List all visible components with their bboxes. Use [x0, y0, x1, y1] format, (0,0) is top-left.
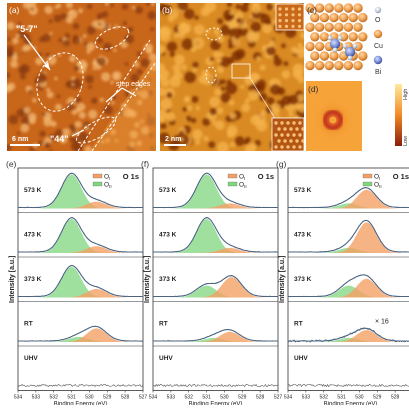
y-axis-label: Intensity [a.u.] — [9, 256, 16, 303]
row-label: 473 K — [24, 232, 42, 239]
legend-label-oi: OI — [374, 174, 380, 182]
x-tick-label: 530 — [85, 395, 94, 401]
row-label: UHV — [159, 355, 173, 362]
x-axis-label: Binding Energy (eV) — [189, 402, 243, 406]
x-tick-label: 528 — [256, 395, 265, 401]
legend-cu-atom — [374, 30, 382, 38]
x-axis-label: Binding Energy (eV) — [54, 402, 108, 406]
stm-image-b: (b) 2 nm — [155, 0, 308, 155]
panel-letter-d: (d) — [308, 84, 319, 94]
x-tick-label: 533 — [167, 395, 176, 401]
raw-spectrum — [153, 384, 278, 386]
atomic-model-c: (c) O Cu Bi — [305, 3, 383, 77]
raw-spectrum — [18, 384, 143, 386]
label-57: "5-7" — [16, 24, 38, 34]
x-tick-label: 529 — [238, 395, 247, 401]
x-axis-label: Binding Energy (eV) — [324, 402, 378, 406]
row-label: 373 K — [294, 276, 312, 283]
legend-label-oi: OI — [239, 174, 245, 182]
y-axis-label: Intensity [a.u.] — [144, 256, 151, 303]
xps-title: O 1s — [393, 172, 409, 181]
label-44: "44" — [50, 134, 69, 144]
row-label: 373 K — [159, 276, 177, 283]
xps-title: O 1s — [258, 172, 274, 181]
row-label: UHV — [24, 355, 38, 362]
scalebar-label-a: 6 nm — [12, 136, 28, 143]
x-tick-label: 533 — [302, 395, 311, 401]
legend-swatch-oii — [228, 182, 237, 186]
legend-swatch-oi — [93, 174, 102, 178]
colorbar — [395, 84, 402, 146]
legend-bi-atom — [374, 56, 382, 64]
legend-o-label: O — [375, 17, 381, 24]
x-tick-label: 528 — [391, 395, 400, 401]
xps-title: O 1s — [123, 172, 139, 181]
raw-spectrum — [288, 384, 409, 386]
legend-label-oii: OII — [374, 182, 382, 190]
legend-swatch-oii — [93, 182, 102, 186]
x-tick-label: 529 — [103, 395, 112, 401]
x-tick-label: 532 — [320, 395, 329, 401]
row-label: 573 K — [294, 187, 312, 194]
x-tick-label: 533 — [32, 395, 41, 401]
x-tick-label: 527 — [139, 395, 148, 401]
row-label: RT — [294, 321, 303, 328]
legend-swatch-oii — [363, 182, 372, 186]
x-tick-label: 534 — [284, 395, 293, 401]
colorbar-high: High — [403, 89, 409, 100]
legend-bi-label: Bi — [375, 69, 382, 76]
x-tick-label: 531 — [202, 395, 211, 401]
x-tick-label: 532 — [50, 395, 59, 401]
row-label: 573 K — [24, 187, 42, 194]
row-label: 473 K — [294, 232, 312, 239]
x-tick-label: 527 — [274, 395, 283, 401]
x-tick-label: 530 — [220, 395, 229, 401]
simulated-image-d: (d) High Low — [306, 81, 409, 151]
row-label: UHV — [294, 355, 308, 362]
row-label: 473 K — [159, 232, 177, 239]
panel-letter-c: (c) — [307, 5, 317, 15]
panel-letter-a: (a) — [9, 5, 20, 15]
model-legend: O Cu Bi — [374, 7, 383, 76]
row-label: RT — [24, 321, 33, 328]
x-tick-label: 534 — [149, 395, 158, 401]
x-tick-label: 528 — [121, 395, 130, 401]
x-tick-label: 529 — [373, 395, 382, 401]
x-tick-label: 534 — [14, 395, 23, 401]
peak-oi-area — [18, 328, 143, 342]
legend-label-oi: OI — [104, 174, 110, 182]
legend-swatch-oi — [228, 174, 237, 178]
row-label: 373 K — [24, 276, 42, 283]
row-label: 573 K — [159, 187, 177, 194]
x-tick-label: 532 — [185, 395, 194, 401]
scale-annotation: × 16 — [375, 319, 389, 326]
x-tick-label: 530 — [355, 395, 364, 401]
legend-label-oii: OII — [239, 182, 247, 190]
legend-label-oii: OII — [104, 182, 112, 190]
legend-cu-label: Cu — [374, 43, 383, 50]
x-tick-label: 531 — [67, 395, 76, 401]
panel-letter-f: (f) — [141, 159, 149, 169]
label-step-edges: step edges — [116, 81, 151, 88]
y-axis-label: Intensity [a.u.] — [279, 256, 286, 303]
panel-letter-g: (g) — [276, 159, 287, 169]
legend-o-atom — [375, 7, 381, 13]
stm-image-a: (a) "5-7" step edges "44" 6 nm — [4, 0, 160, 153]
legend-swatch-oi — [363, 174, 372, 178]
panel-letter-e: (e) — [6, 159, 17, 169]
row-label: RT — [159, 321, 168, 328]
scalebar-label-b: 2 nm — [165, 136, 181, 143]
x-tick-label: 531 — [337, 395, 346, 401]
colorbar-low: Low — [403, 136, 409, 146]
panel-letter-b: (b) — [162, 5, 173, 15]
